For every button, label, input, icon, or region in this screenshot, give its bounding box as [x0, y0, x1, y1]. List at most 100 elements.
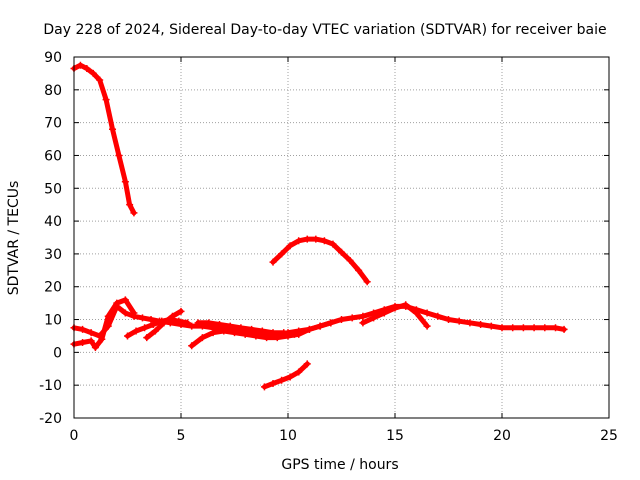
data-point — [303, 235, 311, 243]
y-tick-label: 90 — [44, 50, 62, 66]
data-point — [130, 209, 138, 217]
data-point — [445, 316, 452, 324]
data-point — [104, 312, 112, 320]
data-point — [286, 373, 294, 381]
series-arc-5-low — [70, 296, 138, 351]
x-tick-label: 25 — [600, 428, 618, 444]
data-point — [79, 325, 87, 333]
data-point — [160, 319, 168, 327]
data-point — [130, 309, 138, 317]
data-point — [455, 317, 463, 325]
data-point — [541, 324, 549, 332]
data-point — [177, 307, 185, 315]
series-arc-9-low — [194, 319, 298, 338]
data-point — [498, 324, 506, 332]
data-point — [273, 334, 281, 342]
data-point — [121, 309, 129, 317]
y-tick-label: 50 — [44, 181, 62, 197]
data-point — [96, 76, 104, 84]
chart-title: Day 228 of 2024, Sidereal Day-to-day VTE… — [43, 22, 606, 38]
data-point — [198, 334, 206, 342]
data-point — [391, 304, 399, 312]
data-point — [220, 327, 228, 335]
data-point — [269, 380, 277, 388]
data-point — [102, 96, 110, 104]
data-point — [168, 312, 176, 320]
data-point — [269, 329, 277, 337]
data-point — [519, 324, 527, 332]
data-point — [89, 69, 97, 77]
data-point — [338, 316, 345, 324]
data-point — [138, 314, 146, 322]
data-point — [252, 332, 260, 340]
y-tick-label: -20 — [39, 411, 62, 427]
data-point — [258, 327, 266, 335]
data-point — [260, 383, 268, 391]
data-point — [305, 325, 313, 333]
data-point — [363, 278, 371, 286]
data-point — [359, 312, 367, 320]
data-point — [320, 237, 328, 245]
data-point — [348, 314, 356, 322]
data-point — [370, 314, 378, 322]
data-point — [327, 319, 335, 327]
data-point — [295, 368, 303, 376]
data-point — [126, 201, 134, 209]
data-point — [423, 309, 431, 317]
data-point — [312, 235, 320, 243]
data-point — [188, 342, 196, 350]
data-point — [552, 324, 559, 332]
x-axis-label: GPS time / hours — [281, 457, 398, 473]
x-tick-label: 5 — [177, 428, 186, 444]
data-point — [286, 242, 294, 250]
y-tick-label: 30 — [44, 247, 62, 263]
series-arc-10-low — [359, 301, 431, 330]
ticks: 0 5 10 15 20 25 -20 -10 0 10 20 30 40 50 60 70 80 90 — [39, 50, 618, 444]
x-tick-label: 20 — [493, 428, 511, 444]
data-point — [359, 319, 367, 327]
data-point — [175, 317, 183, 325]
y-tick-label: 0 — [53, 345, 62, 361]
data-point — [231, 329, 238, 337]
data-point — [209, 329, 217, 337]
x-tick-label: 10 — [279, 428, 297, 444]
series-arc-6-low — [124, 316, 191, 340]
data-point — [530, 324, 538, 332]
data-point — [79, 339, 87, 347]
series-line — [195, 320, 297, 337]
data-point — [194, 319, 202, 327]
data-point — [278, 250, 286, 258]
data-point — [269, 258, 277, 266]
data-point — [124, 332, 131, 340]
data-point — [151, 327, 159, 335]
data-point — [121, 178, 129, 186]
data-point — [183, 319, 191, 327]
data-point — [91, 343, 99, 351]
y-tick-label: 80 — [44, 83, 62, 99]
data-point — [434, 312, 442, 320]
data-point — [329, 240, 337, 248]
series-arc-7-low — [143, 307, 185, 342]
data-point — [402, 301, 410, 309]
y-tick-label: 60 — [44, 148, 62, 164]
data-point — [226, 322, 234, 330]
series-arc-8-low — [188, 319, 335, 350]
data-point — [143, 334, 151, 342]
data-point — [87, 337, 95, 345]
y-tick-label: 70 — [44, 116, 62, 132]
data-point — [290, 330, 298, 338]
data-point — [380, 309, 388, 317]
data-point — [132, 327, 140, 335]
data-point — [263, 334, 271, 342]
data-point — [477, 320, 485, 328]
series-arc-2-mid — [269, 235, 371, 286]
data-point — [466, 319, 474, 327]
data-point — [241, 330, 249, 338]
data-point — [121, 296, 129, 304]
data-point — [346, 256, 354, 264]
data-point — [412, 309, 420, 317]
series-line — [270, 236, 370, 285]
data-point — [355, 266, 363, 274]
plot-frame — [73, 56, 610, 419]
